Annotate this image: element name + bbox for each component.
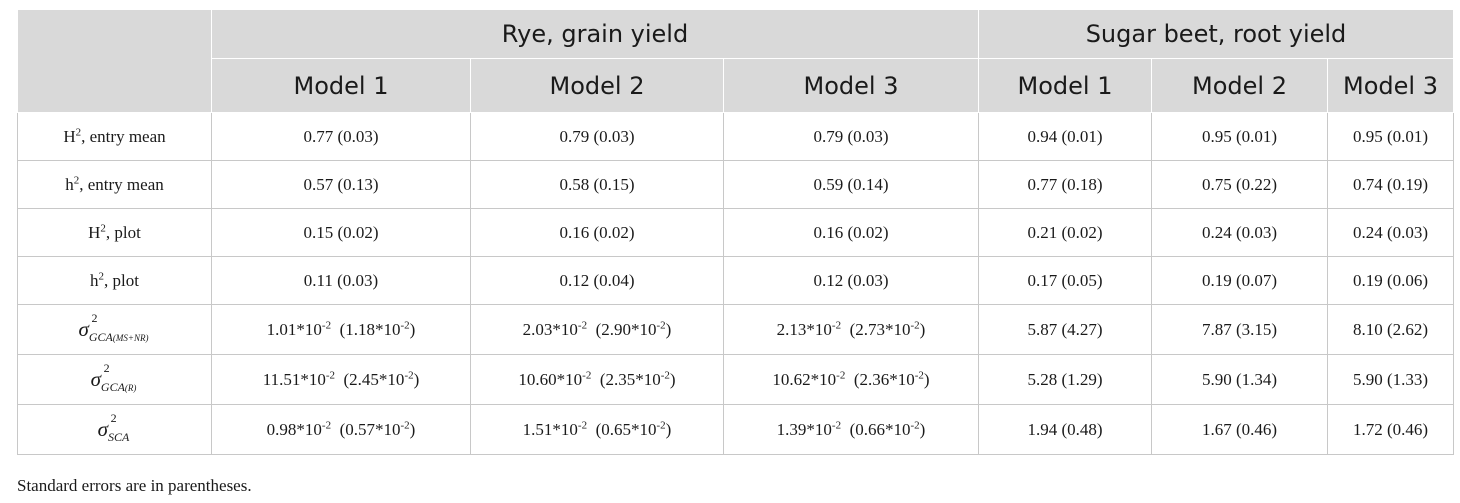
table-cell: 0.95 (0.01) [1151, 112, 1328, 161]
table-cell: 1.72 (0.46) [1327, 404, 1454, 455]
table-cell: 0.24 (0.03) [1327, 208, 1454, 257]
table-cell: 2.03*10-2 (2.90*10-2) [470, 304, 724, 355]
table-cell: 1.94 (0.48) [978, 404, 1152, 455]
table-cell: 1.51*10-2 (0.65*10-2) [470, 404, 724, 455]
header-model: Model 3 [723, 58, 979, 113]
table-cell: 5.90 (1.34) [1151, 354, 1328, 405]
table-cell: 11.51*10-2 (2.45*10-2) [211, 354, 471, 405]
header-group-sugar-beet: Sugar beet, root yield [978, 9, 1454, 59]
table-cell: 10.62*10-2 (2.36*10-2) [723, 354, 979, 405]
table-row: h2, plot 0.11 (0.03) 0.12 (0.04) 0.12 (0… [17, 256, 1454, 305]
table-row: σ 2 SCA 0.98*10-2 (0.57*10-2) 1.51*10-2 (0… [17, 404, 1454, 455]
table-footnote: Standard errors are in parentheses. [17, 476, 252, 495]
table-row: H2, entry mean 0.77 (0.03) 0.79 (0.03) 0… [17, 112, 1454, 161]
table-cell: 0.98*10-2 (0.57*10-2) [211, 404, 471, 455]
table-cell: 0.74 (0.19) [1327, 160, 1454, 209]
header-model: Model 1 [978, 58, 1152, 113]
table-cell: 7.87 (3.15) [1151, 304, 1328, 355]
table-row: h2, entry mean 0.57 (0.13) 0.58 (0.15) 0… [17, 160, 1454, 209]
table-body: H2, entry mean 0.77 (0.03) 0.79 (0.03) 0… [17, 112, 1454, 455]
table-row: H2, plot 0.15 (0.02) 0.16 (0.02) 0.16 (0… [17, 208, 1454, 257]
table-cell: 0.11 (0.03) [211, 256, 471, 305]
header-empty-cell [17, 9, 212, 113]
row-label: H2, plot [17, 208, 212, 257]
table-cell: 5.28 (1.29) [978, 354, 1152, 405]
table-cell: 0.58 (0.15) [470, 160, 724, 209]
table-row: σ 2 GCA(MS+NR) 1.01*10-2 (1.18*10-2) 2.03*… [17, 304, 1454, 355]
heritability-table: Rye, grain yield Sugar beet, root yield … [17, 9, 1454, 455]
table-cell: 8.10 (2.62) [1327, 304, 1454, 355]
table-cell: 2.13*10-2 (2.73*10-2) [723, 304, 979, 355]
table-cell: 0.94 (0.01) [978, 112, 1152, 161]
table-cell: 0.57 (0.13) [211, 160, 471, 209]
row-label-sigma: σ 2 SCA [17, 404, 212, 455]
header-model: Model 3 [1327, 58, 1454, 113]
table-cell: 0.12 (0.04) [470, 256, 724, 305]
table-cell: 5.87 (4.27) [978, 304, 1152, 355]
results-table-container: Rye, grain yield Sugar beet, root yield … [17, 9, 1454, 455]
table-cell: 0.59 (0.14) [723, 160, 979, 209]
table-cell: 0.79 (0.03) [470, 112, 724, 161]
table-cell: 0.19 (0.06) [1327, 256, 1454, 305]
table-cell: 0.79 (0.03) [723, 112, 979, 161]
table-cell: 0.15 (0.02) [211, 208, 471, 257]
header-model: Model 2 [1151, 58, 1328, 113]
table-cell: 0.77 (0.18) [978, 160, 1152, 209]
table-cell: 0.12 (0.03) [723, 256, 979, 305]
table-cell: 0.77 (0.03) [211, 112, 471, 161]
table-cell: 0.16 (0.02) [723, 208, 979, 257]
table-cell: 1.67 (0.46) [1151, 404, 1328, 455]
table-cell: 5.90 (1.33) [1327, 354, 1454, 405]
row-label: h2, entry mean [17, 160, 212, 209]
table-cell: 0.19 (0.07) [1151, 256, 1328, 305]
row-label-sigma: σ 2 GCA(MS+NR) [17, 304, 212, 355]
table-header: Rye, grain yield Sugar beet, root yield … [17, 9, 1454, 113]
table-cell: 10.60*10-2 (2.35*10-2) [470, 354, 724, 405]
header-model: Model 1 [211, 58, 471, 113]
table-cell: 0.24 (0.03) [1151, 208, 1328, 257]
table-row: σ 2 GCA(R) 11.51*10-2 (2.45*10-2) 10.60*10… [17, 354, 1454, 405]
row-label: H2, entry mean [17, 112, 212, 161]
row-label-sigma: σ 2 GCA(R) [17, 354, 212, 405]
table-cell: 0.16 (0.02) [470, 208, 724, 257]
table-cell: 0.17 (0.05) [978, 256, 1152, 305]
table-cell: 0.75 (0.22) [1151, 160, 1328, 209]
table-cell: 0.95 (0.01) [1327, 112, 1454, 161]
table-cell: 1.01*10-2 (1.18*10-2) [211, 304, 471, 355]
header-model: Model 2 [470, 58, 724, 113]
header-group-rye: Rye, grain yield [211, 9, 979, 59]
table-cell: 1.39*10-2 (0.66*10-2) [723, 404, 979, 455]
table-cell: 0.21 (0.02) [978, 208, 1152, 257]
row-label: h2, plot [17, 256, 212, 305]
